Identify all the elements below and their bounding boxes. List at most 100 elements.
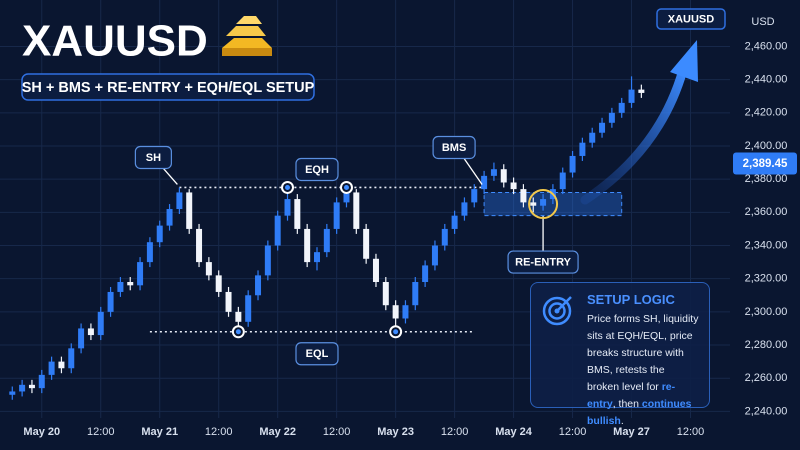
candle-body (638, 89, 645, 93)
gold-icon (222, 16, 272, 56)
candle-body (431, 245, 438, 266)
candle-body (540, 199, 547, 206)
candle-body (382, 282, 389, 306)
x-tick-label: 12:00 (677, 426, 705, 438)
x-tick-label: 12:00 (323, 426, 351, 438)
candle-body (402, 305, 409, 319)
y-tick-label: 2,340.00 (745, 239, 788, 251)
subtitle-box (21, 73, 315, 101)
candle-body (363, 228, 370, 259)
candle-body (68, 348, 75, 369)
annotation-box (295, 342, 339, 366)
candle-body (343, 192, 350, 203)
candle-body (353, 192, 360, 229)
candle-body (205, 262, 212, 276)
candle-body (628, 89, 635, 103)
candle-body (264, 245, 271, 276)
candle-body (78, 328, 85, 349)
target-icon (542, 296, 572, 326)
candle-body (304, 228, 311, 263)
annotation-label: RE-ENTRY (515, 256, 571, 268)
candle-body (530, 202, 537, 206)
y-tick-label: 2,400.00 (745, 140, 788, 152)
y-tick-label: 2,360.00 (745, 206, 788, 218)
candle-body (372, 258, 379, 282)
pivot-marker-dot (393, 329, 399, 335)
candle-body (481, 175, 488, 190)
trend-arrow (580, 65, 688, 205)
candle-body (323, 228, 330, 253)
candle-body (461, 202, 468, 216)
candle-body (255, 275, 262, 296)
y-tick-label: 2,240.00 (745, 405, 788, 417)
subtitle: SH + BMS + RE-ENTRY + EQH/EQL SETUP (22, 80, 315, 96)
text: . (620, 415, 624, 427)
candle-body (510, 182, 517, 190)
y-tick-label: 2,280.00 (745, 339, 788, 351)
candle-body (107, 291, 114, 312)
candle-body (48, 361, 55, 375)
annotation-box (134, 145, 172, 170)
candle-body (117, 282, 124, 292)
candle-body (608, 112, 615, 123)
candle-body (28, 384, 35, 389)
y-tick-label: 2,320.00 (745, 273, 788, 285)
y-tick-label: 2,260.00 (745, 372, 788, 384)
candle-body (520, 189, 527, 203)
y-tick-label: 2,420.00 (745, 107, 788, 119)
candle-body (559, 172, 566, 190)
x-tick-label: 12:00 (87, 426, 115, 438)
trend-arrow-head (670, 40, 698, 82)
annotation-box (507, 250, 579, 274)
candle-body (294, 199, 301, 229)
candle-body (569, 155, 576, 173)
candle-body (137, 262, 144, 286)
setup-logic-text: Price forms SH, liquidity sits at EQH/EQ… (587, 311, 699, 430)
annotation-box (432, 135, 476, 160)
candle-body (215, 275, 222, 292)
candle-body (618, 102, 625, 113)
candle-body (274, 215, 281, 246)
annotation-label: EQH (305, 164, 329, 176)
candle-body (441, 228, 448, 246)
pivot-marker-dot (235, 329, 241, 335)
annotation-label: EQL (306, 348, 329, 360)
re-entry-ring (528, 189, 559, 220)
candle-body (392, 305, 399, 319)
candle-body (156, 225, 163, 243)
candle-body (245, 295, 252, 322)
setup-logic-title: SETUP LOGIC (587, 292, 675, 307)
symbol-tag-box (656, 8, 726, 30)
candle-body (225, 291, 232, 312)
candle-body (589, 132, 596, 143)
plot: SH EQH EQL BMS RE-ENTRY (9, 76, 645, 400)
symbol-tag: XAUUSD (668, 13, 715, 25)
y-axis-label: USD (751, 16, 774, 28)
y-tick-label: 2,380.00 (745, 173, 788, 185)
pivot-marker-dot (285, 184, 291, 190)
candle-body (87, 328, 94, 336)
setup-logic-box: SETUP LOGIC Price forms SH, liquidity si… (530, 282, 710, 427)
annotation-label: SH (146, 152, 161, 164)
annotation-box (295, 157, 339, 182)
text: Price forms SH, liquidity sits at EQH/EQ… (587, 313, 699, 393)
chart-title: XAUUSD (22, 17, 208, 66)
candle-body (58, 361, 65, 369)
highlight-text: re-entry (587, 381, 676, 410)
text: , then (612, 398, 642, 410)
candle-body (284, 199, 291, 216)
candle-body (38, 374, 45, 389)
x-tick-label: May 27 (613, 426, 650, 438)
candle-body (235, 311, 242, 322)
y-tick-label: 2,460.00 (745, 40, 788, 52)
candle-body (599, 122, 606, 133)
candle-body (19, 384, 26, 392)
candle-body (166, 209, 173, 226)
candle-body (9, 391, 16, 395)
candle-body (186, 192, 193, 229)
candle-body (333, 202, 340, 229)
x-tick-label: 12:00 (559, 426, 587, 438)
y-tick-label: 2,440.00 (745, 74, 788, 86)
candle-body (579, 142, 586, 156)
